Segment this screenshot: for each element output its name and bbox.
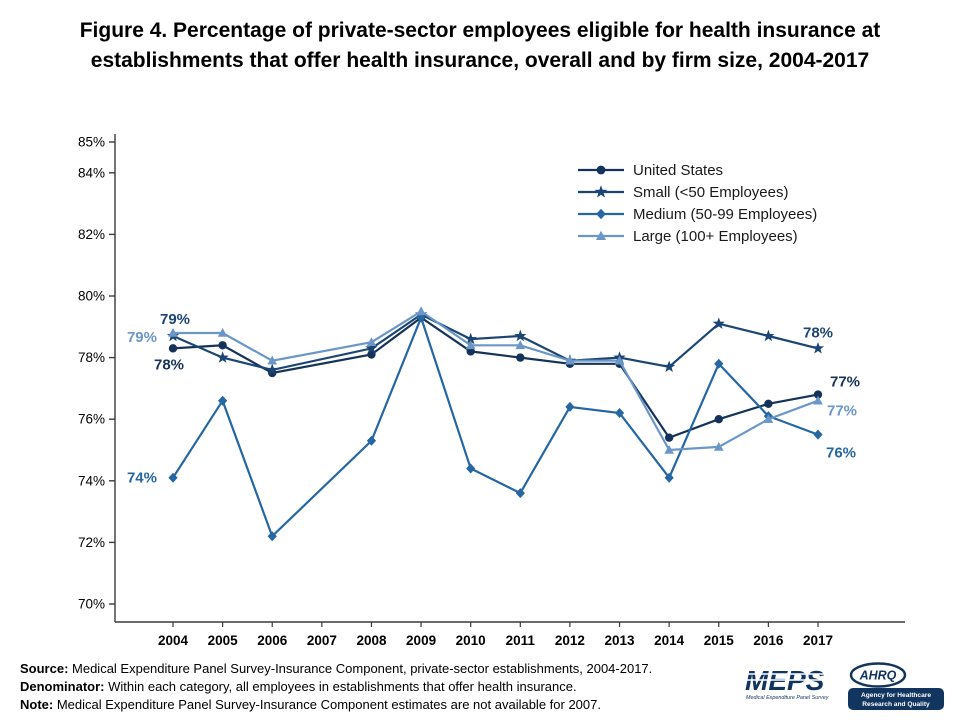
svg-text:80%: 80%: [78, 289, 105, 304]
availability-note: Note: Medical Expenditure Panel Survey-I…: [20, 696, 720, 714]
svg-text:2010: 2010: [456, 633, 486, 648]
axes: [114, 134, 905, 623]
svg-text:79%: 79%: [160, 311, 190, 328]
source-note: Source: Medical Expenditure Panel Survey…: [20, 660, 720, 678]
svg-text:Medium (50-99 Employees): Medium (50-99 Employees): [633, 206, 817, 223]
denominator-note: Denominator: Within each category, all e…: [20, 678, 720, 696]
meps-logo-caption: Medical Expenditure Panel Survey: [746, 695, 829, 701]
ahrq-logo-banner: [848, 688, 944, 710]
svg-text:85%: 85%: [78, 135, 105, 150]
ahrq-logo: AHRQ Agency for Healthcare Research and …: [848, 662, 944, 710]
ahrq-logo-caption-line1: Agency for Healthcare: [861, 692, 931, 699]
svg-text:82%: 82%: [78, 227, 105, 242]
svg-text:2012: 2012: [555, 633, 585, 648]
svg-text:2006: 2006: [257, 633, 288, 648]
svg-text:72%: 72%: [78, 535, 105, 550]
svg-text:2016: 2016: [753, 633, 784, 648]
svg-text:78%: 78%: [78, 350, 105, 365]
series-large-100-employees: [168, 306, 823, 454]
svg-text:2017: 2017: [803, 633, 833, 648]
denominator-text: Within each category, all employees in e…: [104, 679, 577, 694]
svg-text:78%: 78%: [803, 324, 833, 341]
x-axis: 2004 2005 2006 2007 2008 2009 2010 2011 2012 2013…: [158, 622, 833, 648]
note-label: Note:: [20, 697, 54, 712]
source-label: Source:: [20, 661, 69, 676]
data-labels: 79%79% 78% 74% 78% 77% 77% 76%: [127, 311, 860, 487]
svg-text:Large (100+ Employees): Large (100+ Employees): [633, 228, 798, 245]
source-text: Medical Expenditure Panel Survey-Insuran…: [68, 661, 653, 676]
svg-text:2014: 2014: [654, 633, 685, 648]
legend: United States Small (<50 Employees) Medium…: [578, 162, 817, 245]
note-text: Medical Expenditure Panel Survey-Insuran…: [53, 697, 601, 712]
denominator-label: Denominator:: [20, 679, 105, 694]
svg-text:84%: 84%: [78, 165, 105, 180]
ahrq-logo-oval: [849, 662, 907, 688]
ahrq-logo-acronym: AHRQ: [859, 669, 897, 683]
svg-text:76%: 76%: [826, 445, 856, 462]
agency-logos: MEPS Medical Expenditure Panel Survey AH…: [744, 662, 944, 712]
svg-text:2004: 2004: [158, 633, 189, 648]
ahrq-logo-caption-line2: Research and Quality: [862, 701, 930, 708]
svg-text:77%: 77%: [827, 403, 857, 420]
svg-text:2008: 2008: [356, 633, 387, 648]
line-chart: 70%72%74%76%78%80%82%84%85%2004 2005 2006 2…: [78, 134, 905, 648]
svg-text:77%: 77%: [830, 374, 860, 391]
series-united-states: [168, 313, 823, 442]
svg-text:74%: 74%: [78, 473, 105, 488]
svg-text:2007: 2007: [307, 633, 337, 648]
svg-text:2015: 2015: [704, 633, 735, 648]
svg-text:76%: 76%: [78, 412, 105, 427]
figure-title: Figure 4. Percentage of private-sector e…: [79, 19, 881, 72]
svg-text:2009: 2009: [406, 633, 436, 648]
svg-text:2005: 2005: [208, 633, 239, 648]
svg-text:70%: 70%: [78, 597, 105, 612]
svg-text:2013: 2013: [605, 633, 636, 648]
svg-text:United States: United States: [633, 162, 723, 179]
footnotes: Source: Medical Expenditure Panel Survey…: [20, 660, 720, 714]
svg-text:74%: 74%: [127, 470, 157, 487]
svg-text:78%: 78%: [154, 356, 184, 373]
meps-logo: MEPS Medical Expenditure Panel Survey: [744, 665, 832, 701]
svg-text:Small (<50 Employees): Small (<50 Employees): [633, 184, 788, 201]
series-medium-50-99-employees: [168, 312, 823, 542]
y-axis: 70% 72% 74% 76% 78% 80% 82% 84% 85%: [78, 135, 115, 612]
series-small-50-employees: [166, 308, 825, 376]
svg-text:2011: 2011: [506, 633, 536, 648]
svg-text:79%: 79%: [127, 329, 157, 346]
